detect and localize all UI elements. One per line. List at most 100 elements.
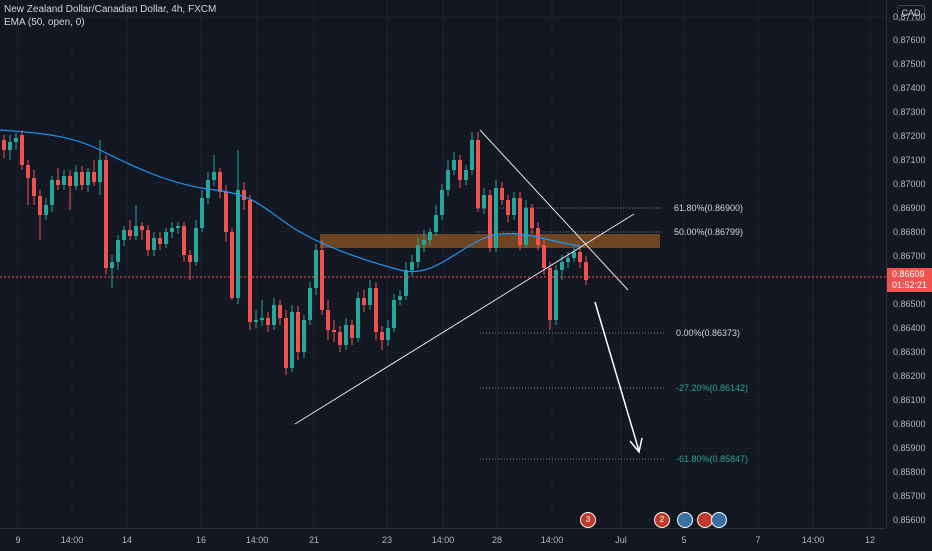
candle-up — [368, 288, 372, 305]
time-tick-label: Jul — [615, 535, 627, 545]
price-tick-label: 0.87000 — [893, 179, 926, 189]
candle-down — [92, 172, 96, 182]
candle-down — [578, 252, 582, 262]
earnings-event-icon[interactable]: 2 — [654, 512, 670, 528]
candle-up — [428, 232, 432, 240]
candle-up — [416, 245, 420, 262]
price-tick-label: 0.86400 — [893, 323, 926, 333]
candle-down — [326, 310, 330, 330]
time-tick-label: 14:00 — [540, 535, 564, 545]
fib-level-label: 50.00%(0.86799) — [674, 227, 744, 237]
price-tick-label: 0.86500 — [893, 299, 926, 309]
fib-level-label: -61.80%(0.85847) — [676, 454, 749, 464]
time-axis[interactable]: 9 14:00 14 16 14:00 21 23 14:00 28 14:00 Jul 5 7 14:0… — [0, 528, 886, 551]
candle-up — [170, 228, 174, 232]
candle-up — [74, 172, 78, 186]
candle-down — [104, 160, 108, 268]
candle-down — [2, 140, 6, 150]
candle-down — [518, 198, 522, 245]
candle-down — [266, 318, 270, 325]
candle-up — [152, 238, 156, 250]
candle-up — [260, 318, 264, 320]
price-axis[interactable]: CAD 0.87700 0.87600 0.87500 0.87400 0.87300 0… — [886, 0, 932, 528]
candle-up — [290, 312, 294, 368]
chart-pane[interactable]: New Zealand Dollar/Canadian Dollar, 4h, … — [0, 0, 886, 528]
candle-up — [200, 198, 204, 228]
arrow-head — [629, 437, 643, 454]
candle-up — [236, 190, 240, 298]
candle-down — [146, 230, 150, 250]
candle-down — [320, 250, 324, 310]
candle-down — [224, 192, 228, 232]
flag-icon[interactable] — [677, 512, 693, 528]
candle-up — [560, 262, 564, 270]
time-tick-label: 14:00 — [801, 535, 825, 545]
time-tick-label: 12 — [864, 535, 876, 545]
candle-down — [278, 305, 282, 318]
current-price-value: 0.86609 — [892, 269, 925, 279]
candle-down — [506, 200, 510, 215]
candle-down — [20, 135, 24, 165]
ema-legend[interactable]: EMA (50, open, 0) — [4, 17, 85, 28]
candle-down — [296, 312, 300, 352]
candle-down — [218, 172, 222, 192]
candle-up — [392, 300, 396, 328]
price-tick-label: 0.85700 — [893, 491, 926, 501]
event-badge: 3 — [585, 515, 591, 524]
price-tick-label: 0.87500 — [893, 59, 926, 69]
candle-up — [116, 240, 120, 262]
candle-up — [86, 172, 90, 185]
candle-up — [404, 270, 408, 296]
price-tick-label: 0.87600 — [893, 35, 926, 45]
candle-down — [332, 330, 336, 332]
price-chart[interactable] — [0, 0, 886, 528]
candle-up — [572, 252, 576, 258]
candle-up — [524, 208, 528, 245]
dividend-event-icon[interactable]: 3 — [580, 512, 596, 528]
candle-up — [410, 262, 414, 270]
fib-level-label: 61.80%(0.86900) — [674, 203, 744, 213]
candle-up — [554, 270, 558, 320]
candle-up — [452, 160, 456, 170]
price-tick-label: 0.87400 — [893, 83, 926, 93]
candle-down — [248, 200, 252, 322]
price-tick-label: 0.85800 — [893, 467, 926, 477]
candle-down — [26, 165, 30, 178]
candle-down — [500, 188, 504, 200]
candle-up — [254, 320, 258, 322]
flag-icon[interactable] — [711, 512, 727, 528]
candle-up — [464, 170, 468, 180]
candle-up — [110, 262, 114, 268]
candle-up — [494, 188, 498, 248]
time-tick-label: 5 — [681, 535, 687, 545]
fib-level-label: -27.20%(0.86142) — [676, 383, 749, 393]
price-tick-label: 0.87200 — [893, 131, 926, 141]
candle-up — [62, 176, 66, 185]
fib-level-label: 0.00%(0.86373) — [676, 328, 741, 338]
candle-down — [128, 230, 132, 236]
candle-up — [344, 325, 348, 345]
candle-down — [68, 176, 72, 186]
price-tick-label: 0.85900 — [893, 443, 926, 453]
candle-up — [164, 232, 168, 244]
candle-up — [134, 226, 138, 236]
candle-down — [536, 228, 540, 245]
price-tick-label: 0.86900 — [893, 203, 926, 213]
candle-down — [584, 262, 588, 280]
currency-badge[interactable]: CAD — [897, 5, 925, 21]
candle-down — [350, 325, 354, 338]
price-tick-label: 0.85600 — [893, 515, 926, 525]
projection-arrow — [594, 301, 640, 452]
price-tick-label: 0.86000 — [893, 419, 926, 429]
candle-up — [470, 140, 474, 170]
symbol-legend[interactable]: New Zealand Dollar/Canadian Dollar, 4h, … — [4, 4, 217, 15]
candle-down — [476, 140, 480, 208]
candle-up — [446, 170, 450, 190]
candle-up — [14, 138, 18, 142]
candle-down — [458, 160, 462, 180]
price-tick-label: 0.86100 — [893, 395, 926, 405]
candle-up — [44, 205, 48, 215]
candle-up — [8, 142, 12, 150]
candle-down — [32, 178, 36, 196]
time-tick-label: 14:00 — [431, 535, 455, 545]
